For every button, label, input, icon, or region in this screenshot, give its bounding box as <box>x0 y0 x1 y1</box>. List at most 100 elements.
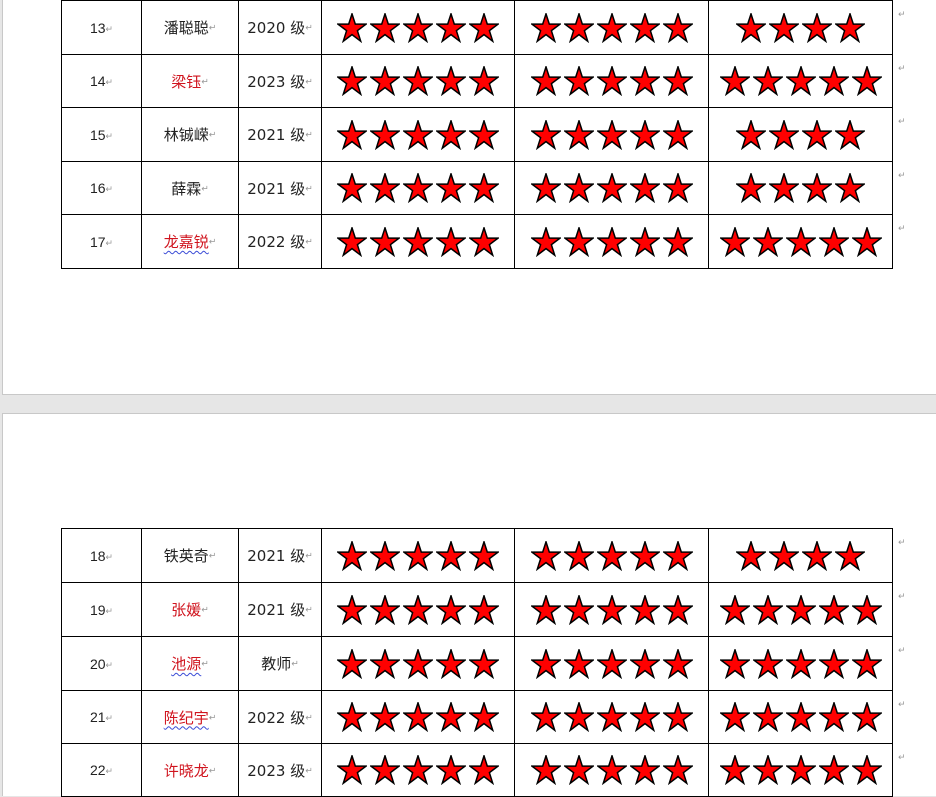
star-icon <box>530 702 561 732</box>
grade: 2023 级 <box>247 761 306 780</box>
name-cell[interactable]: 许晓龙↵ <box>141 743 239 797</box>
row-number: 14 <box>89 73 106 89</box>
paragraph-mark: ↵ <box>105 765 114 776</box>
star-icon <box>785 755 816 785</box>
rating-cell-2[interactable] <box>514 690 709 744</box>
name-cell[interactable]: 梁钰↵ <box>141 54 239 108</box>
paragraph-mark: ↵ <box>201 605 209 616</box>
row-number-cell[interactable]: 17↵ <box>61 214 142 269</box>
star-rating <box>515 594 708 625</box>
rating-cell-3[interactable] <box>708 54 893 108</box>
rating-cell-1[interactable] <box>321 528 515 583</box>
rating-cell-2[interactable] <box>514 161 709 215</box>
grade: 2021 级 <box>247 179 306 198</box>
star-icon <box>436 66 466 96</box>
row-number-cell[interactable]: 16↵ <box>61 161 142 215</box>
rating-cell-2[interactable] <box>514 0 709 55</box>
row-number-cell[interactable]: 18↵ <box>61 528 142 583</box>
grade-cell[interactable]: 2020 级↵ <box>238 0 322 55</box>
grade-cell[interactable]: 2023 级↵ <box>238 743 322 797</box>
table-row: 16↵ 薛霖↵ 2021 级↵ <box>61 161 893 215</box>
grade-cell[interactable]: 2022 级↵ <box>238 214 322 269</box>
rating-cell-1[interactable] <box>321 582 515 637</box>
row-number-cell[interactable]: 15↵ <box>61 107 142 162</box>
name-cell[interactable]: 薛霖↵ <box>141 161 239 215</box>
star-icon <box>370 648 400 679</box>
rating-cell-3[interactable] <box>708 690 893 744</box>
grade-cell[interactable]: 教师↵ <box>238 636 322 691</box>
grade-cell[interactable]: 2023 级↵ <box>238 54 322 108</box>
person-name: 龙嘉锐 <box>163 233 209 251</box>
star-icon <box>370 226 400 257</box>
rating-cell-3[interactable] <box>708 107 893 162</box>
name-cell[interactable]: 潘聪聪↵ <box>141 0 239 55</box>
paragraph-mark: ↵ <box>305 605 313 616</box>
rating-cell-3[interactable] <box>708 0 893 55</box>
rating-cell-1[interactable] <box>321 54 515 108</box>
star-icon <box>662 226 693 257</box>
name-cell[interactable]: 林铖嵘↵ <box>141 107 239 162</box>
star-icon <box>337 119 367 150</box>
person-name: 许晓龙 <box>163 761 209 780</box>
star-icon <box>719 66 750 96</box>
star-icon <box>851 594 882 625</box>
rating-cell-1[interactable] <box>321 636 515 691</box>
rating-cell-2[interactable] <box>514 54 709 108</box>
paragraph-mark: ↵ <box>305 237 313 248</box>
rating-cell-1[interactable] <box>321 161 515 215</box>
rating-cell-1[interactable] <box>321 743 515 797</box>
row-number-cell[interactable]: 21↵ <box>61 690 142 744</box>
row-number-cell[interactable]: 22↵ <box>61 743 142 797</box>
table-row: 20↵ 池源↵ 教师↵ <box>61 636 893 691</box>
row-number-cell[interactable]: 13↵ <box>61 0 142 55</box>
rating-cell-2[interactable] <box>514 528 709 583</box>
star-icon <box>337 226 367 257</box>
rating-cell-3[interactable] <box>708 161 893 215</box>
grade-cell[interactable]: 2021 级↵ <box>238 107 322 162</box>
grade-cell[interactable]: 2021 级↵ <box>238 161 322 215</box>
rating-cell-1[interactable] <box>321 107 515 162</box>
star-rating <box>515 173 708 203</box>
star-icon <box>785 648 816 679</box>
star-icon <box>596 226 627 257</box>
rating-cell-3[interactable] <box>708 743 893 797</box>
rating-cell-3[interactable] <box>708 582 893 637</box>
star-icon <box>469 594 499 625</box>
star-icon <box>662 12 693 43</box>
star-icon <box>403 12 433 43</box>
person-name: 张媛 <box>171 601 202 619</box>
star-icon <box>719 702 750 732</box>
rating-cell-1[interactable] <box>321 690 515 744</box>
document-page-1: 13↵ 潘聪聪↵ 2020 级↵ 14↵ 梁钰↵ 2023 级↵ 15↵ 林铖嵘↵ 2021 级… <box>2 0 936 395</box>
star-icon <box>629 594 660 625</box>
star-rating <box>709 702 892 732</box>
name-cell[interactable]: 龙嘉锐↵ <box>141 214 239 269</box>
star-icon <box>436 540 466 571</box>
rating-cell-3[interactable] <box>708 214 893 269</box>
rating-cell-2[interactable] <box>514 743 709 797</box>
grade-cell[interactable]: 2021 级↵ <box>238 528 322 583</box>
star-icon <box>752 594 783 625</box>
rating-cell-2[interactable] <box>514 582 709 637</box>
grade-cell[interactable]: 2021 级↵ <box>238 582 322 637</box>
name-cell[interactable]: 张媛↵ <box>141 582 239 637</box>
rating-cell-2[interactable] <box>514 214 709 269</box>
row-number-cell[interactable]: 19↵ <box>61 582 142 637</box>
row-number-cell[interactable]: 20↵ <box>61 636 142 691</box>
rating-cell-2[interactable] <box>514 636 709 691</box>
name-cell[interactable]: 池源↵ <box>141 636 239 691</box>
rating-cell-3[interactable] <box>708 636 893 691</box>
name-cell[interactable]: 陈纪宇↵ <box>141 690 239 744</box>
rating-cell-1[interactable] <box>321 0 515 55</box>
name-cell[interactable]: 铁英奇↵ <box>141 528 239 583</box>
row-number-cell[interactable]: 14↵ <box>61 54 142 108</box>
star-icon <box>629 119 660 150</box>
star-icon <box>370 12 400 43</box>
rating-cell-2[interactable] <box>514 107 709 162</box>
row-number: 13 <box>89 19 106 36</box>
star-icon <box>469 12 499 43</box>
star-icon <box>736 540 766 571</box>
rating-cell-3[interactable] <box>708 528 893 583</box>
grade-cell[interactable]: 2022 级↵ <box>238 690 322 744</box>
rating-cell-1[interactable] <box>321 214 515 269</box>
